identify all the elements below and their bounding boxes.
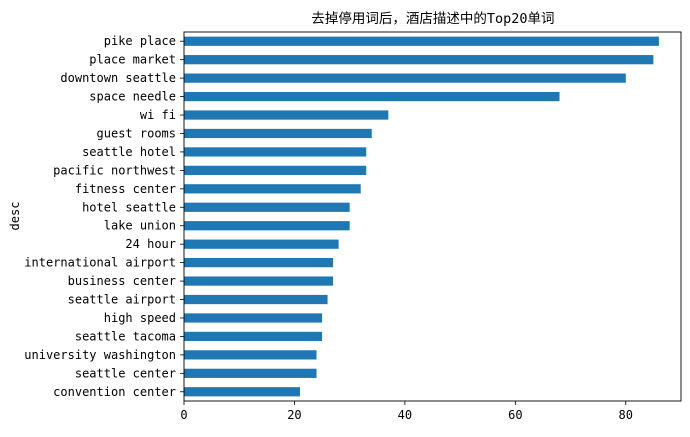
x-tick-label-1: 20 — [287, 408, 301, 422]
y-tick-label-0: pike place — [104, 34, 176, 48]
bar-5 — [184, 128, 372, 139]
y-tick-label-6: seattle hotel — [82, 145, 176, 159]
bar-15 — [184, 313, 323, 323]
y-tick-label-12: international airport — [24, 256, 176, 270]
x-tick-label-2: 40 — [398, 408, 412, 422]
y-tick-label-16: seattle tacoma — [75, 329, 176, 343]
y-axis-label: desc — [8, 202, 22, 231]
bar-19 — [184, 387, 300, 397]
y-tick-label-5: guest rooms — [97, 126, 176, 140]
y-tick-label-11: 24 hour — [125, 237, 176, 251]
y-tick-label-8: fitness center — [75, 182, 176, 196]
bar-7 — [184, 165, 367, 175]
bar-2 — [184, 73, 626, 83]
bar-11 — [184, 239, 339, 249]
x-tick-label-3: 60 — [508, 408, 522, 422]
y-tick-label-13: business center — [68, 274, 176, 288]
x-tick-label-0: 0 — [180, 408, 187, 422]
y-tick-label-4: wi fi — [140, 108, 176, 122]
y-axis-ticks: pike place place market downtown seattle sp… — [24, 34, 184, 399]
bar-13 — [184, 276, 334, 286]
plot-frame — [183, 31, 682, 402]
y-tick-label-17: university washington — [24, 348, 176, 362]
y-tick-label-3: space needle — [89, 90, 176, 104]
x-axis-ticks: 0 20 40 60 80 — [180, 401, 633, 422]
y-tick-label-18: seattle center — [75, 366, 176, 380]
bar-4 — [184, 110, 389, 120]
bar-9 — [184, 202, 350, 212]
y-tick-label-15: high speed — [104, 311, 176, 325]
bar-14 — [184, 294, 328, 305]
y-tick-label-2: downtown seattle — [60, 71, 176, 85]
bar-3 — [184, 91, 560, 102]
bar-6 — [184, 147, 367, 157]
bar-18 — [184, 368, 317, 378]
bar-16 — [184, 331, 323, 342]
bars-layer — [184, 36, 659, 397]
bar-1 — [184, 55, 654, 65]
y-tick-label-7: pacific northwest — [53, 163, 176, 177]
y-tick-label-10: lake union — [104, 219, 176, 233]
bar-17 — [184, 350, 317, 360]
chart-title: 去掉停用词后，酒店描述中的Top20单词 — [311, 10, 554, 27]
y-tick-label-1: place market — [89, 53, 176, 67]
bar-8 — [184, 184, 361, 194]
y-tick-label-19: convention center — [53, 385, 176, 399]
bar-12 — [184, 258, 334, 268]
y-tick-label-14: seattle airport — [68, 293, 176, 307]
y-tick-label-9: hotel seattle — [82, 200, 176, 214]
bar-10 — [184, 221, 350, 231]
x-tick-label-4: 80 — [619, 408, 633, 422]
bar-0 — [184, 36, 659, 46]
